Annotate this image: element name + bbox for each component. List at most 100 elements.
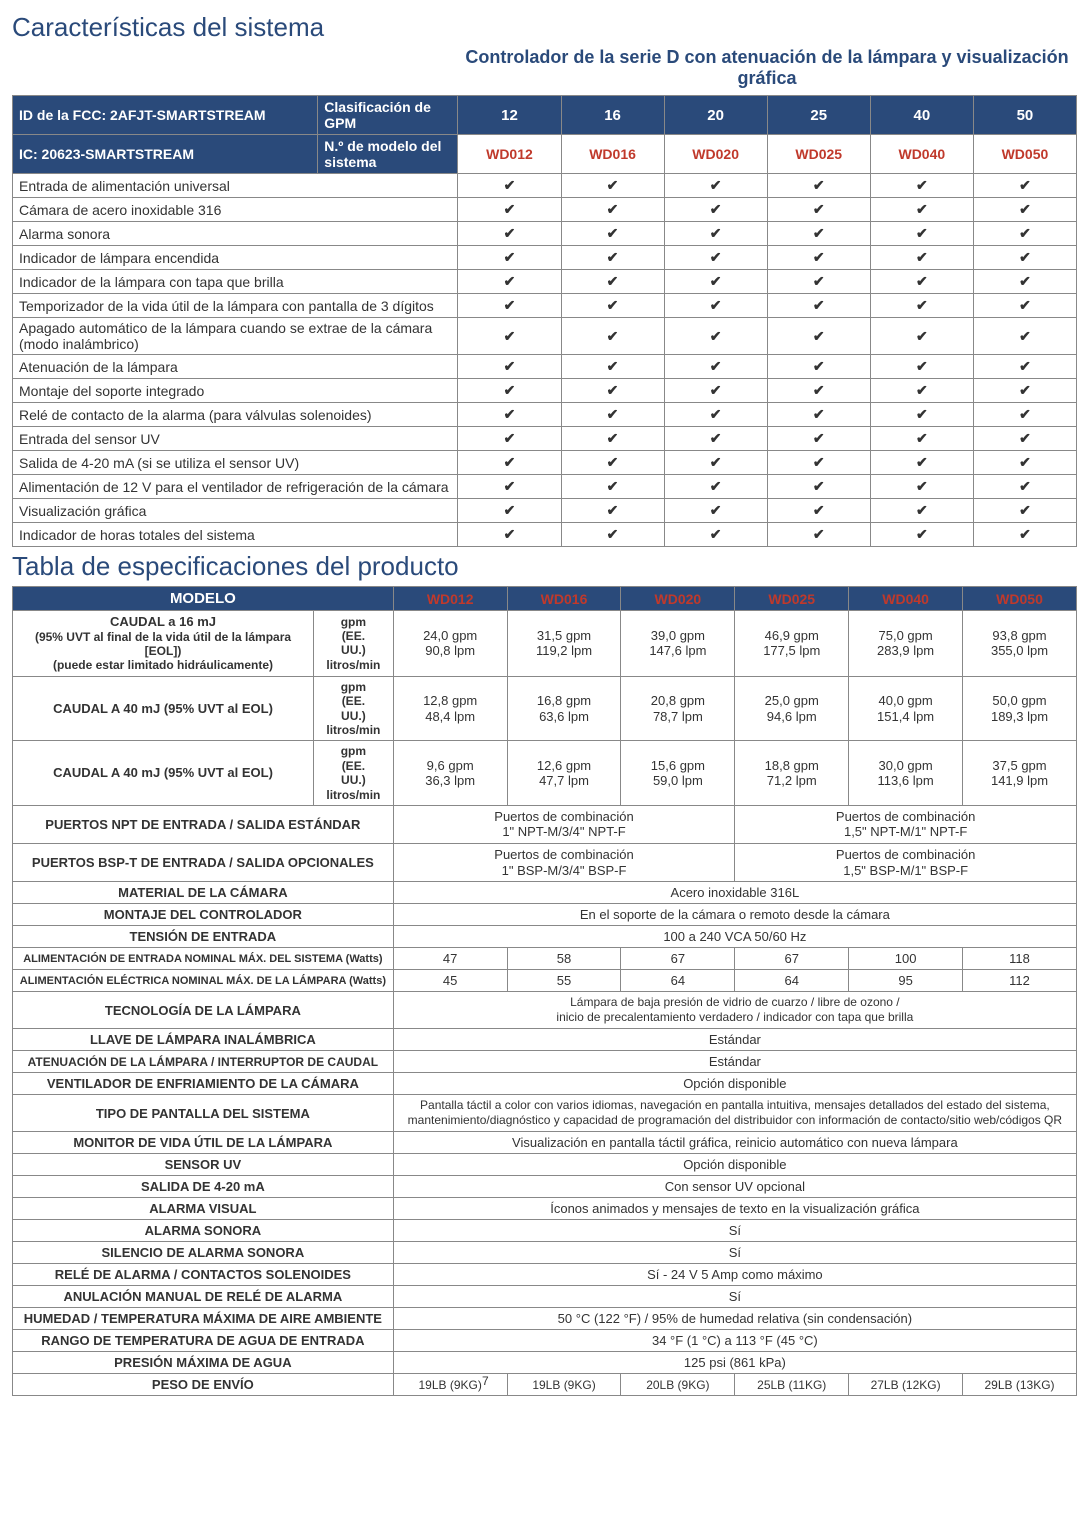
six-val-0-4: 100: [849, 948, 963, 970]
full-label-b-15: PRESIÓN MÁXIMA DE AGUA: [13, 1352, 394, 1374]
full-label-b-6: SENSOR UV: [13, 1154, 394, 1176]
flow-val-0-1: 31,5 gpm119,2 lpm: [507, 611, 621, 677]
spec-model-3: WD025: [735, 587, 849, 611]
feature-check: ✔: [561, 246, 664, 270]
feature-check: ✔: [973, 294, 1076, 318]
full-val-a-0: Acero inoxidable 316L: [393, 882, 1076, 904]
gpm-col-5: 50: [973, 96, 1076, 135]
feature-check: ✔: [973, 355, 1076, 379]
feature-check: ✔: [870, 355, 973, 379]
full-val-a-1: En el soporte de la cámara o remoto desd…: [393, 904, 1076, 926]
full-label-b-14: RANGO DE TEMPERATURA DE AGUA DE ENTRADA: [13, 1330, 394, 1352]
feature-check: ✔: [767, 246, 870, 270]
flow-val-1-2: 20,8 gpm78,7 lpm: [621, 676, 735, 741]
six-val-1-5: 112: [963, 970, 1077, 992]
flow-val-0-3: 46,9 gpm177,5 lpm: [735, 611, 849, 677]
flow-val-1-5: 50,0 gpm189,3 lpm: [963, 676, 1077, 741]
full-val-b-2: Estándar: [393, 1051, 1076, 1073]
model-col-1: WD016: [561, 135, 664, 174]
feature-check: ✔: [561, 427, 664, 451]
feature-row-11: Salida de 4-20 mA (si se utiliza el sens…: [13, 451, 458, 475]
feature-check: ✔: [973, 379, 1076, 403]
section1-subtitle: Controlador de la serie D con atenuación…: [457, 47, 1077, 89]
feature-check: ✔: [561, 523, 664, 547]
feature-check: ✔: [767, 499, 870, 523]
full-val-b-7: Con sensor UV opcional: [393, 1176, 1076, 1198]
port-left-0: Puertos de combinación1" NPT-M/3/4" NPT-…: [393, 805, 735, 843]
feature-check: ✔: [664, 246, 767, 270]
flow-val-1-0: 12,8 gpm48,4 lpm: [393, 676, 507, 741]
feature-check: ✔: [767, 222, 870, 246]
feature-check: ✔: [458, 246, 561, 270]
feature-check: ✔: [664, 451, 767, 475]
flow-units-2: gpm(EE.UU.)litros/min: [314, 741, 394, 806]
feature-check: ✔: [664, 294, 767, 318]
feature-check: ✔: [664, 475, 767, 499]
flow-val-1-4: 40,0 gpm151,4 lpm: [849, 676, 963, 741]
feature-check: ✔: [664, 270, 767, 294]
feature-row-10: Entrada del sensor UV: [13, 427, 458, 451]
feature-check: ✔: [870, 246, 973, 270]
flow-val-2-5: 37,5 gpm141,9 lpm: [963, 741, 1077, 806]
full-label-b-4: TIPO DE PANTALLA DEL SISTEMA: [13, 1095, 394, 1132]
six-val-0-2: 67: [621, 948, 735, 970]
flow-val-2-4: 30,0 gpm113,6 lpm: [849, 741, 963, 806]
six-val-1-4: 95: [849, 970, 963, 992]
full-val-b-5: Visualización en pantalla táctil gráfica…: [393, 1132, 1076, 1154]
full-label-b-0: TECNOLOGÍA DE LA LÁMPARA: [13, 992, 394, 1029]
feature-check: ✔: [973, 499, 1076, 523]
feature-row-2: Alarma sonora: [13, 222, 458, 246]
full-label-b-13: HUMEDAD / TEMPERATURA MÁXIMA DE AIRE AMB…: [13, 1308, 394, 1330]
gpm-col-4: 40: [870, 96, 973, 135]
full-val-b-4: Pantalla táctil a color con varios idiom…: [393, 1095, 1076, 1132]
gpm-col-2: 20: [664, 96, 767, 135]
feature-check: ✔: [561, 451, 664, 475]
feature-check: ✔: [870, 318, 973, 355]
feature-check: ✔: [870, 451, 973, 475]
feature-check: ✔: [664, 222, 767, 246]
spec-table: MODELOWD012WD016WD020WD025WD040WD050CAUD…: [12, 586, 1077, 1396]
gpm-col-1: 16: [561, 96, 664, 135]
port-left-1: Puertos de combinación1" BSP-M/3/4" BSP-…: [393, 844, 735, 882]
feature-check: ✔: [458, 294, 561, 318]
feature-check: ✔: [767, 475, 870, 499]
feature-check: ✔: [561, 318, 664, 355]
feature-check: ✔: [458, 403, 561, 427]
full-label-b-9: ALARMA SONORA: [13, 1220, 394, 1242]
full-label-a-1: MONTAJE DEL CONTROLADOR: [13, 904, 394, 926]
feature-check: ✔: [458, 427, 561, 451]
feature-check: ✔: [767, 403, 870, 427]
feature-check: ✔: [561, 403, 664, 427]
weight-val-3: 25LB (11KG): [735, 1374, 849, 1396]
port-right-1: Puertos de combinación1,5" BSP-M/1" BSP-…: [735, 844, 1077, 882]
feature-check: ✔: [561, 222, 664, 246]
flow-val-0-0: 24,0 gpm90,8 lpm: [393, 611, 507, 677]
feature-check: ✔: [767, 318, 870, 355]
section1-title: Características del sistema: [12, 12, 1077, 43]
flow-val-2-2: 15,6 gpm59,0 lpm: [621, 741, 735, 806]
feature-check: ✔: [870, 379, 973, 403]
model-col-5: WD050: [973, 135, 1076, 174]
feature-check: ✔: [458, 318, 561, 355]
page-number: 7: [482, 1374, 502, 1388]
ic-id: IC: 20623-SMARTSTREAM: [13, 135, 318, 174]
full-val-b-14: 34 °F (1 °C) a 113 °F (45 °C): [393, 1330, 1076, 1352]
model-num-label: N.º de modelo del sistema: [318, 135, 458, 174]
six-val-0-5: 118: [963, 948, 1077, 970]
feature-check: ✔: [870, 294, 973, 318]
spec-model-1: WD016: [507, 587, 621, 611]
feature-check: ✔: [664, 403, 767, 427]
feature-check: ✔: [870, 475, 973, 499]
feature-check: ✔: [767, 427, 870, 451]
full-label-b-3: VENTILADOR DE ENFRIAMIENTO DE LA CÁMARA: [13, 1073, 394, 1095]
feature-check: ✔: [973, 523, 1076, 547]
feature-check: ✔: [973, 246, 1076, 270]
full-label-a-0: MATERIAL DE LA CÁMARA: [13, 882, 394, 904]
feature-row-13: Visualización gráfica: [13, 499, 458, 523]
feature-check: ✔: [973, 427, 1076, 451]
full-val-b-6: Opción disponible: [393, 1154, 1076, 1176]
six-label-0: ALIMENTACIÓN DE ENTRADA NOMINAL MÁX. DEL…: [13, 948, 394, 970]
feature-check: ✔: [973, 174, 1076, 198]
feature-check: ✔: [870, 270, 973, 294]
flow-units-0: gpm(EE.UU.)litros/min: [314, 611, 394, 677]
